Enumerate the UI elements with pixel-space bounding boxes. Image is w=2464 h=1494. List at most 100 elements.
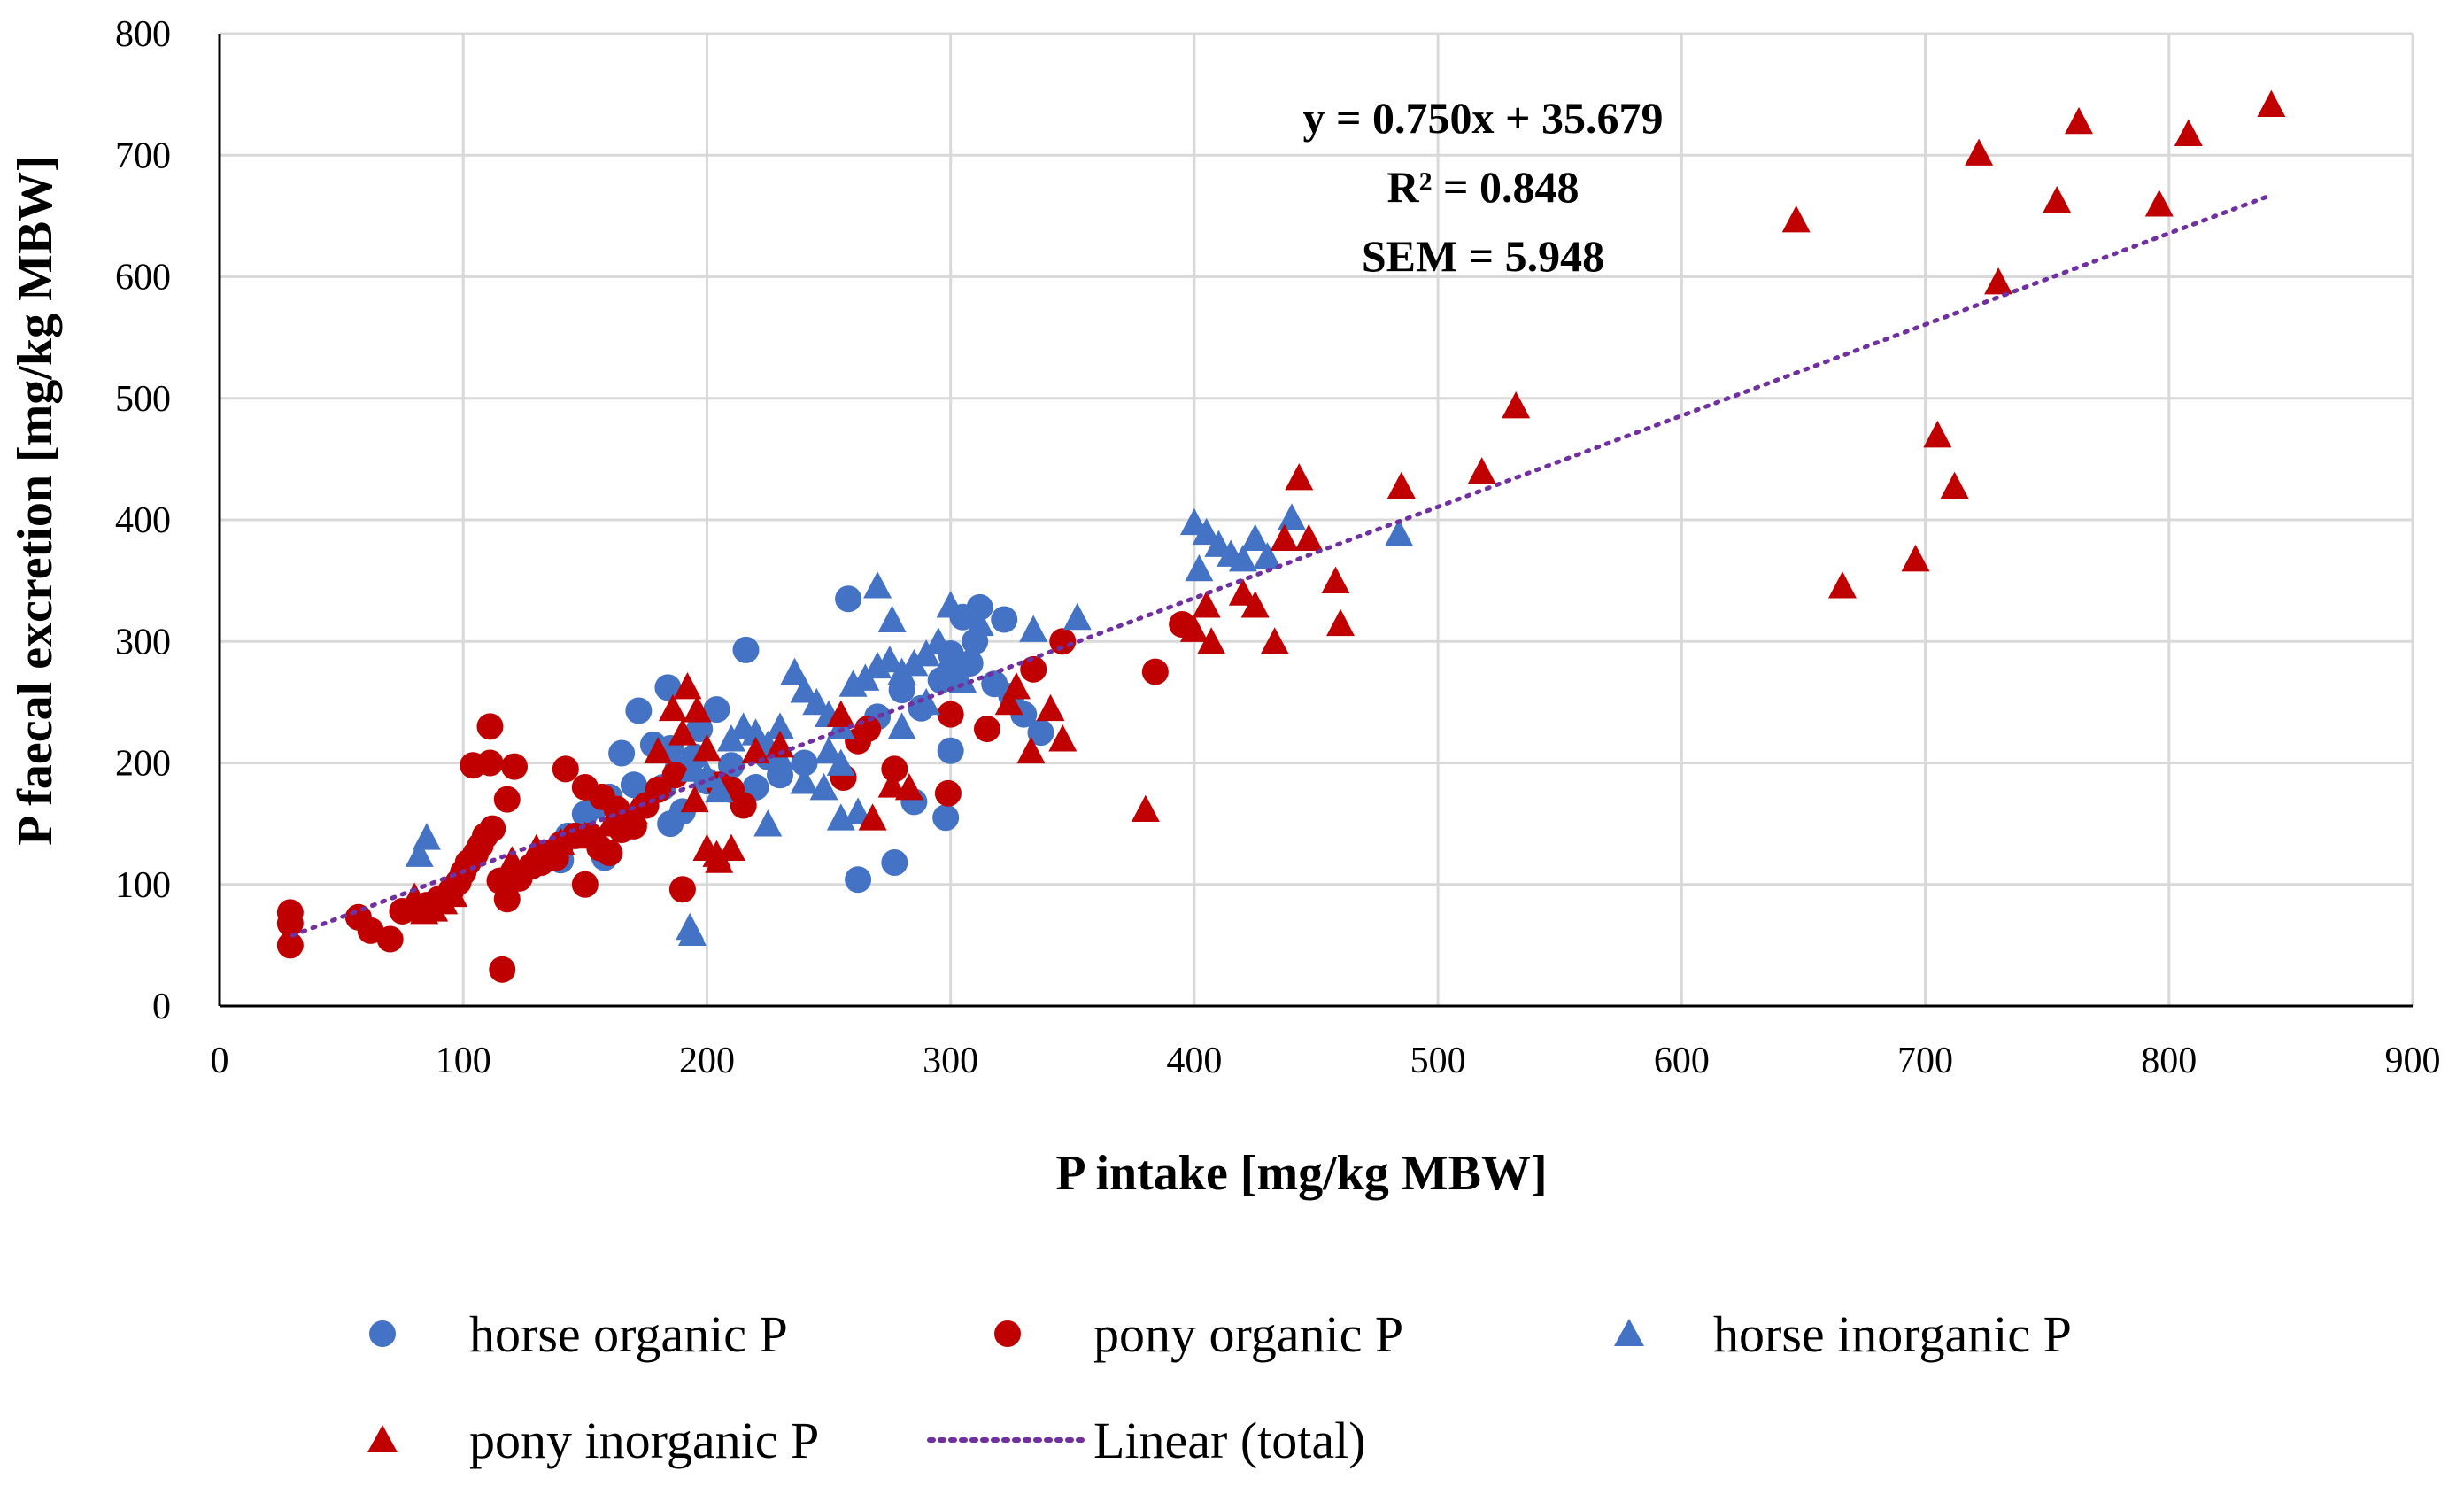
x-tick-label: 900	[2385, 1041, 2441, 1081]
data-point	[644, 736, 673, 764]
data-point	[1294, 523, 1324, 551]
data-point	[2257, 89, 2286, 118]
data-point	[1827, 571, 1857, 599]
data-point	[730, 792, 757, 819]
data-point	[489, 956, 516, 983]
legend: horse organic P pony organic P horse ino…	[367, 1305, 2072, 1469]
y-tick-label: 600	[115, 258, 171, 298]
data-point	[1192, 591, 1221, 618]
data-point	[1062, 602, 1092, 631]
data-point	[766, 730, 795, 758]
regression-annotation: y = 0.750x + 35.679 R² = 0.848 SEM = 5.9…	[1303, 93, 1664, 281]
data-point	[1326, 608, 1356, 637]
data-point	[1048, 724, 1078, 752]
data-point	[1240, 591, 1270, 618]
trendline	[290, 192, 2274, 938]
legend-marker-horse-organic	[369, 1320, 396, 1347]
data-point	[923, 627, 953, 654]
legend-label-horse-organic: horse organic P	[469, 1305, 788, 1363]
y-axis-title: P faecal excretion [mg/kg MBW]	[8, 155, 63, 846]
data-point	[608, 739, 636, 767]
data-point	[1285, 462, 1314, 491]
y-tick-label: 300	[115, 622, 171, 662]
data-point	[1321, 566, 1350, 594]
data-point	[965, 608, 994, 637]
data-point	[887, 712, 916, 739]
x-tick-label: 600	[1654, 1041, 1710, 1081]
data-point	[994, 687, 1023, 716]
data-point	[1185, 553, 1214, 582]
data-point	[595, 809, 624, 837]
x-tick-label: 700	[1897, 1041, 1953, 1081]
y-tick-label: 0	[152, 987, 171, 1027]
data-point	[654, 674, 682, 701]
data-point	[1984, 267, 2013, 295]
data-point	[405, 840, 434, 867]
x-tick-label: 0	[211, 1041, 229, 1081]
data-point	[1923, 420, 1952, 448]
data-point	[705, 775, 734, 803]
sem-label: SEM = 5.948	[1362, 231, 1604, 281]
data-point	[1228, 578, 1257, 606]
data-point	[1502, 391, 1531, 419]
data-point	[668, 876, 696, 903]
data-point	[845, 866, 872, 894]
data-point	[881, 755, 908, 783]
x-tick-label: 100	[436, 1041, 491, 1081]
x-tick-label: 300	[923, 1041, 978, 1081]
data-point	[741, 718, 770, 746]
data-point	[658, 693, 687, 722]
x-axis-title: P intake [mg/kg MBW]	[1055, 1146, 1547, 1201]
data-point	[741, 736, 770, 764]
data-point	[912, 687, 941, 716]
data-point	[571, 871, 599, 898]
data-point	[1277, 503, 1306, 530]
tick-labels: 0 100 200 300 400 500 600 700 800 900 0 100 200 300 40…	[115, 14, 2441, 1081]
data-point	[1270, 523, 1299, 551]
data-point	[716, 833, 745, 861]
data-point	[766, 712, 795, 739]
data-point	[2043, 186, 2072, 213]
data-point	[1179, 615, 1209, 642]
x-tick-label: 400	[1166, 1041, 1222, 1081]
data-point	[376, 925, 404, 953]
data-point	[780, 657, 809, 685]
data-point	[625, 697, 653, 724]
legend-label-linear-total: Linear (total)	[1093, 1412, 1366, 1469]
data-point	[2174, 119, 2203, 146]
legend-item-pony-organic: pony organic P	[994, 1305, 1403, 1363]
data-point	[753, 809, 783, 837]
axes	[218, 34, 2413, 1008]
data-point	[498, 846, 527, 873]
x-tick-label: 500	[1410, 1041, 1466, 1081]
legend-label-pony-organic: pony organic P	[1093, 1305, 1403, 1363]
data-point	[1228, 544, 1257, 572]
y-tick-label: 800	[115, 14, 171, 55]
data-point	[479, 815, 506, 842]
series-horse-inorganic-p	[405, 503, 1414, 947]
data-points	[276, 89, 2286, 983]
legend-item-horse-organic: horse organic P	[369, 1305, 788, 1363]
x-tick-label: 800	[2141, 1041, 2197, 1081]
data-point	[1940, 471, 1969, 499]
series-pony-organic-p	[276, 611, 1196, 983]
data-point	[835, 585, 862, 613]
equation-label: y = 0.750x + 35.679	[1303, 93, 1664, 143]
legend-item-linear-total: Linear (total)	[927, 1412, 1366, 1469]
data-point	[276, 910, 304, 937]
legend-item-pony-inorganic: pony inorganic P	[367, 1412, 819, 1469]
data-point	[1385, 519, 1414, 546]
data-point	[1019, 615, 1048, 642]
data-point	[619, 797, 648, 824]
data-point	[894, 772, 923, 801]
data-point	[936, 591, 965, 618]
x-tick-label: 200	[679, 1041, 735, 1081]
data-point	[717, 752, 745, 779]
data-point	[881, 849, 908, 877]
data-point	[2064, 106, 2093, 135]
data-point	[476, 749, 504, 777]
trendline-group	[290, 192, 2274, 938]
data-point	[1001, 672, 1031, 700]
y-tick-label: 700	[115, 135, 171, 176]
data-point	[1049, 628, 1077, 655]
